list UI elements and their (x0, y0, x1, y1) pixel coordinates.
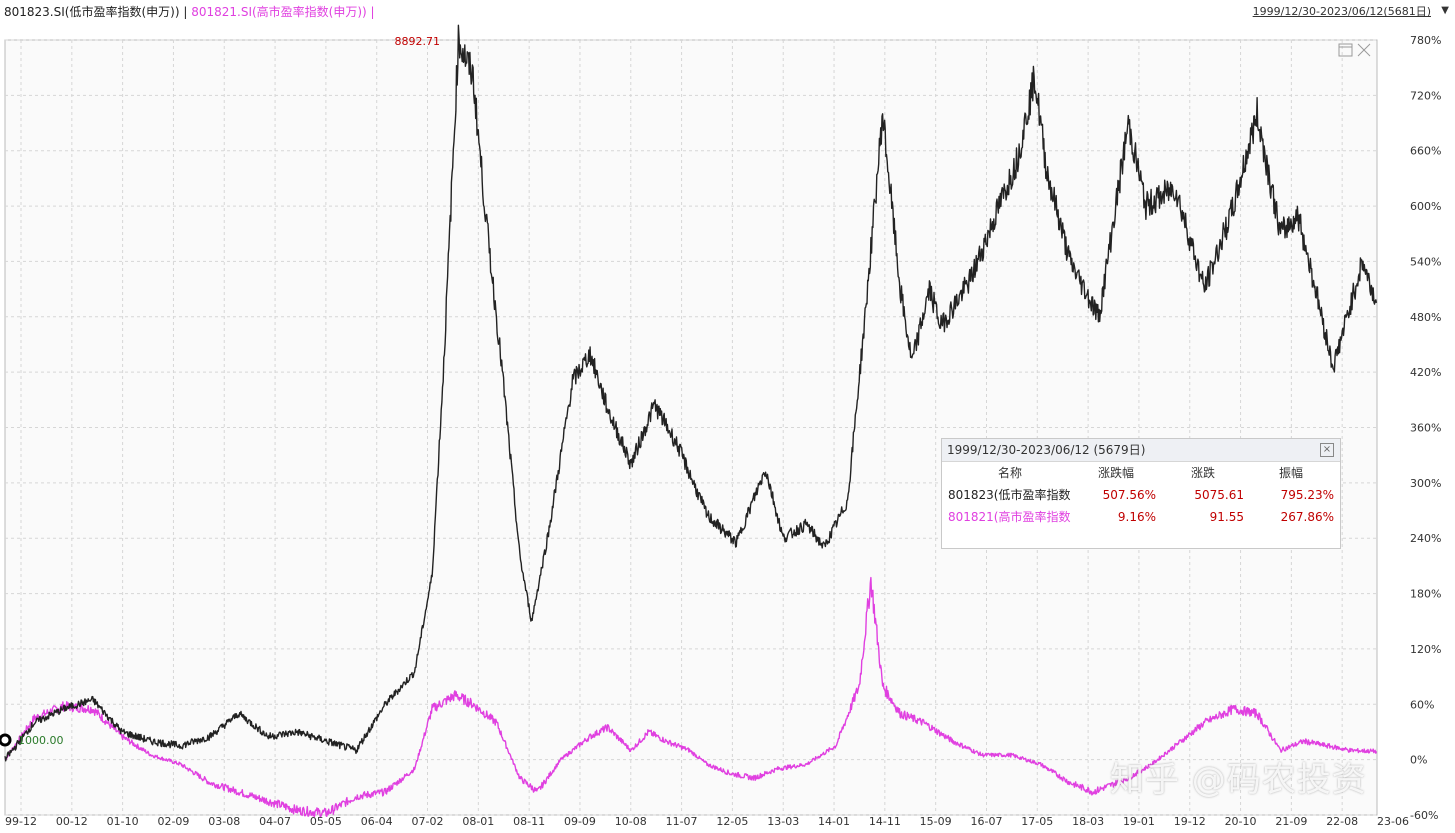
x-tick-label: 13-03 (767, 815, 799, 828)
row-amp: 795.23% (1280, 488, 1334, 502)
y-tick-label: 540% (1410, 255, 1441, 268)
x-tick-label: 19-12 (1174, 815, 1206, 828)
y-tick-label: 480% (1410, 311, 1441, 324)
x-tick-label: 07-02 (412, 815, 444, 828)
y-tick-label: 240% (1410, 532, 1441, 545)
line-chart[interactable]: 780% 720% 660% 600% 540% 480% 420% 360% 300% 240%… (0, 22, 1455, 833)
x-tick-label: 08-11 (513, 815, 545, 828)
x-tick-label: 20-10 (1225, 815, 1257, 828)
x-tick-label: 03-08 (208, 815, 240, 828)
row-chg: 91.55 (1209, 510, 1244, 524)
x-tick-label: 14-11 (869, 815, 901, 828)
x-tick-label: 08-01 (462, 815, 494, 828)
x-tick-label: 11-07 (666, 815, 698, 828)
y-tick-label: 120% (1410, 643, 1441, 656)
stats-panel-header: 1999/12/30-2023/06/12 (5679日) × (942, 439, 1340, 462)
row-chg: 5075.61 (1194, 488, 1244, 502)
series-line[interactable] (4, 24, 1378, 762)
x-tick-label: 15-09 (920, 815, 952, 828)
y-tick-label: -60% (1410, 809, 1438, 822)
col-header-amp[interactable]: 振幅 (1278, 466, 1303, 480)
maximize-icon[interactable] (1338, 43, 1353, 57)
close-icon[interactable] (1357, 43, 1371, 57)
y-axis: 780% 720% 660% 600% 540% 480% 420% 360% 300% 240%… (1410, 34, 1441, 822)
stats-panel-title: 1999/12/30-2023/06/12 (5679日) (947, 443, 1146, 457)
date-range-label[interactable]: 1999/12/30-2023/06/12(5681日) (1252, 5, 1431, 18)
table-row[interactable]: 801823(低市盈率指数 507.56% 5075.61 795.23% (942, 484, 1340, 506)
x-tick-label: 18-03 (1072, 815, 1104, 828)
col-header-chg[interactable]: 涨跌 (1190, 466, 1215, 480)
x-tick-label: 22-08 (1326, 815, 1358, 828)
x-tick-label: 09-09 (564, 815, 596, 828)
series2-title[interactable]: 801821.SI(高市盈率指数(申万)) | (191, 5, 375, 19)
stats-header-row: 名称 涨跌幅 涨跌 振幅 (942, 462, 1340, 484)
x-tick-label: 06-04 (361, 815, 393, 828)
x-tick-label: 14-01 (818, 815, 850, 828)
col-header-pct[interactable]: 涨跌幅 (1097, 466, 1134, 480)
x-tick-label: 23-06 (1377, 815, 1409, 828)
base-value-label: 1000.00 (18, 734, 64, 747)
row-name: 801823(低市盈率指数 (948, 488, 1071, 502)
series-layer (4, 24, 1378, 818)
series-line[interactable] (4, 576, 1378, 818)
stats-panel[interactable]: 1999/12/30-2023/06/12 (5679日) × 名称 涨跌幅 涨… (941, 438, 1341, 549)
base-marker: 1000.00 (0, 733, 64, 747)
y-tick-label: 360% (1410, 422, 1441, 435)
x-tick-label: 01-10 (107, 815, 139, 828)
y-tick-label: 720% (1410, 89, 1441, 102)
x-tick-label: 00-12 (56, 815, 88, 828)
x-tick-label: 17-05 (1021, 815, 1053, 828)
y-tick-label: 60% (1410, 698, 1434, 711)
row-name: 801821(高市盈率指数 (948, 510, 1071, 524)
y-tick-label: 300% (1410, 477, 1441, 490)
row-pct: 9.16% (1117, 510, 1156, 524)
chevron-down-icon[interactable]: ▼ (1441, 5, 1449, 16)
x-tick-label: 21-09 (1275, 815, 1307, 828)
y-tick-label: 780% (1410, 34, 1441, 47)
chart-header: 801823.SI(低市盈率指数(申万)) | 801821.SI(高市盈率指数… (0, 0, 1455, 22)
watermark: 知乎 @码农投资 (1110, 760, 1367, 800)
y-tick-label: 660% (1410, 145, 1441, 158)
grid-lines-inner (5, 39, 1377, 816)
x-tick-label: 99-12 (5, 815, 37, 828)
x-tick-label: 19-01 (1123, 815, 1155, 828)
series1-title[interactable]: 801823.SI(低市盈率指数(申万)) | (4, 5, 188, 19)
x-tick-label: 02-09 (157, 815, 189, 828)
x-axis: 99-12 00-12 01-10 02-09 03-08 04-07 05-05 06-04… (5, 815, 1409, 828)
x-tick-label: 05-05 (310, 815, 342, 828)
row-pct: 507.56% (1102, 488, 1156, 502)
y-tick-label: 420% (1410, 366, 1441, 379)
peak-value-label: 8892.71 (395, 35, 441, 48)
x-tick-label: 04-07 (259, 815, 291, 828)
row-amp: 267.86% (1280, 510, 1334, 524)
y-tick-label: 600% (1410, 200, 1441, 213)
x-tick-label: 16-07 (970, 815, 1002, 828)
table-row[interactable]: 801821(高市盈率指数 9.16% 91.55 267.86% (942, 506, 1340, 528)
close-icon[interactable]: × (1320, 443, 1334, 457)
y-tick-label: 0% (1410, 754, 1427, 767)
col-header-name[interactable]: 名称 (997, 466, 1022, 480)
x-tick-label: 12-05 (716, 815, 748, 828)
x-tick-label: 10-08 (615, 815, 647, 828)
series-titles: 801823.SI(低市盈率指数(申万)) | 801821.SI(高市盈率指数… (4, 3, 375, 20)
y-tick-label: 180% (1410, 588, 1441, 601)
